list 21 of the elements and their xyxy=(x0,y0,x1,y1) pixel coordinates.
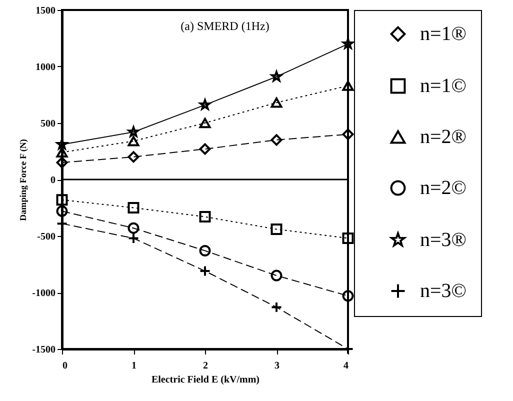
y-axis-title: Damping Force F (N) xyxy=(18,139,28,221)
legend-label: n=1© xyxy=(420,75,466,97)
legend-label: n=2© xyxy=(420,177,466,199)
legend-label: n=3© xyxy=(420,280,466,302)
x-tick-label: 0 xyxy=(62,360,68,372)
y-tick-label: -1000 xyxy=(32,288,56,299)
y-tick-label: 1000 xyxy=(36,62,56,73)
y-tick-label: -1500 xyxy=(32,344,56,356)
y-tick-label: 0 xyxy=(50,175,56,186)
x-axis-title: Electric Field E (kV/mm) xyxy=(151,374,260,386)
text: (a) SMERD (1Hz) xyxy=(180,19,270,33)
x-tick-label: 4 xyxy=(344,360,348,372)
x-tick-label: 2 xyxy=(203,360,208,372)
legend-label: n=2® xyxy=(420,126,466,148)
x-tick-label: 1 xyxy=(132,360,136,372)
y-tick-label: 500 xyxy=(40,118,56,130)
x-tick-label: 3 xyxy=(274,360,280,372)
y-tick-label: -500 xyxy=(37,232,56,242)
legend-label: n=1® xyxy=(420,23,466,45)
y-tick-label: 1500 xyxy=(36,6,56,16)
legend-label: n=3® xyxy=(420,229,466,251)
